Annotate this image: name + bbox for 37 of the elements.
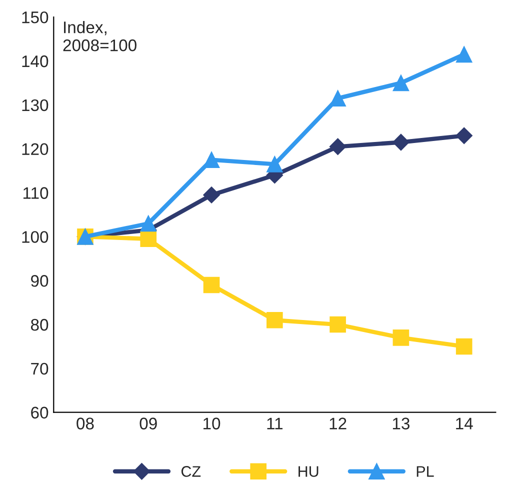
point bbox=[203, 186, 220, 204]
point bbox=[203, 276, 220, 294]
legend-label: CZ bbox=[181, 466, 201, 477]
y-tick-label: 80 bbox=[30, 318, 48, 331]
point bbox=[330, 90, 346, 106]
y-tick-label: 110 bbox=[23, 187, 48, 199]
point bbox=[140, 230, 157, 248]
y-axis-title: Index, 2008=100 bbox=[63, 21, 136, 52]
y-tick-label: 90 bbox=[31, 275, 48, 287]
point bbox=[330, 316, 346, 333]
point bbox=[456, 127, 472, 144]
x-tick-label: 12 bbox=[330, 418, 346, 430]
x-tick-label: 14 bbox=[456, 418, 473, 430]
y-tick-label: 120 bbox=[22, 143, 48, 156]
point bbox=[392, 134, 410, 151]
x-tick-label: 11 bbox=[267, 418, 283, 430]
x-tick-label: 13 bbox=[392, 418, 410, 430]
y-tick-label: 150 bbox=[22, 11, 48, 24]
point bbox=[140, 215, 157, 232]
x-tick-label: 08 bbox=[76, 418, 94, 430]
point bbox=[329, 138, 346, 156]
y-tick-label: 60 bbox=[31, 406, 48, 419]
y-tick-label: 130 bbox=[22, 99, 48, 112]
legend-label: PL bbox=[416, 466, 434, 477]
y-tick-label: 100 bbox=[22, 231, 48, 243]
point bbox=[392, 330, 410, 346]
y-tick-label: 70 bbox=[31, 362, 48, 375]
point bbox=[456, 338, 472, 355]
x-tick-label: 10 bbox=[204, 418, 220, 430]
point bbox=[456, 46, 472, 63]
point bbox=[266, 312, 283, 328]
point bbox=[203, 152, 220, 168]
point bbox=[392, 74, 410, 92]
x-tick-label: 09 bbox=[140, 418, 157, 430]
legend-label: HU bbox=[298, 466, 318, 477]
point bbox=[266, 156, 283, 172]
y-tick-label: 140 bbox=[22, 55, 48, 68]
